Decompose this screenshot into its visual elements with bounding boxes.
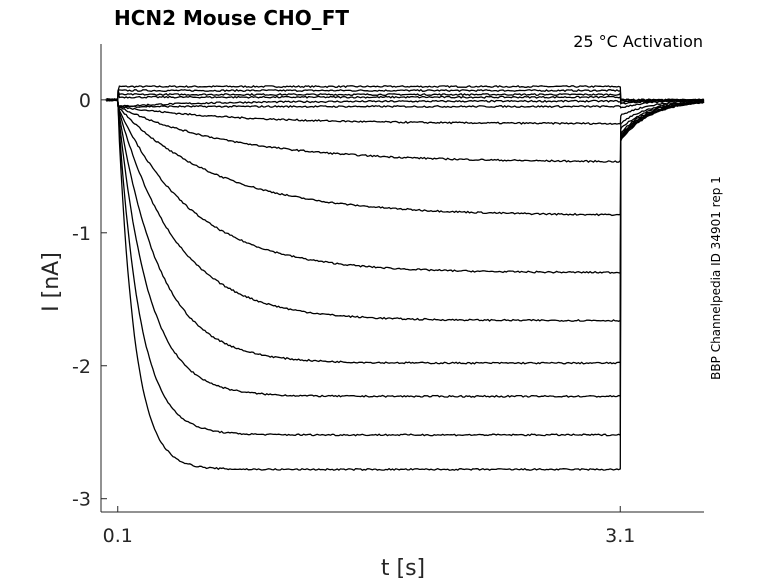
current-trace	[105, 88, 705, 102]
current-trace	[105, 98, 705, 163]
x-tick-label: 3.1	[605, 525, 635, 547]
x-tick-label: 0.1	[103, 525, 133, 547]
y-tick-label: -3	[72, 489, 91, 511]
y-axis-label: I [nA]	[39, 252, 64, 312]
chart-title: HCN2 Mouse CHO_FT	[114, 6, 349, 30]
y-tick-label: -2	[72, 356, 91, 378]
plot-area	[105, 84, 705, 471]
current-trace	[105, 98, 705, 365]
current-trace	[106, 98, 705, 437]
current-trace	[105, 98, 704, 398]
current-trace	[105, 97, 705, 471]
current-trace	[105, 98, 705, 274]
current-trace	[105, 84, 705, 102]
current-trace	[105, 98, 705, 109]
x-axis-label: t [s]	[381, 556, 425, 581]
current-trace	[105, 90, 705, 103]
axes	[100, 44, 704, 513]
current-trace	[105, 90, 705, 104]
chart-subtitle: 25 °C Activation	[573, 32, 703, 51]
y-tick-label: 0	[79, 90, 91, 112]
current-trace	[105, 98, 705, 323]
channelpedia-id-note: BBP Channelpedia ID 34901 rep 1	[709, 176, 723, 380]
y-tick-label: -1	[72, 223, 91, 245]
current-trace	[105, 98, 705, 217]
current-trace	[105, 98, 705, 126]
ticks: 0 -1 -2 -3 0.1 3.1	[72, 90, 635, 547]
current-trace	[105, 98, 705, 108]
